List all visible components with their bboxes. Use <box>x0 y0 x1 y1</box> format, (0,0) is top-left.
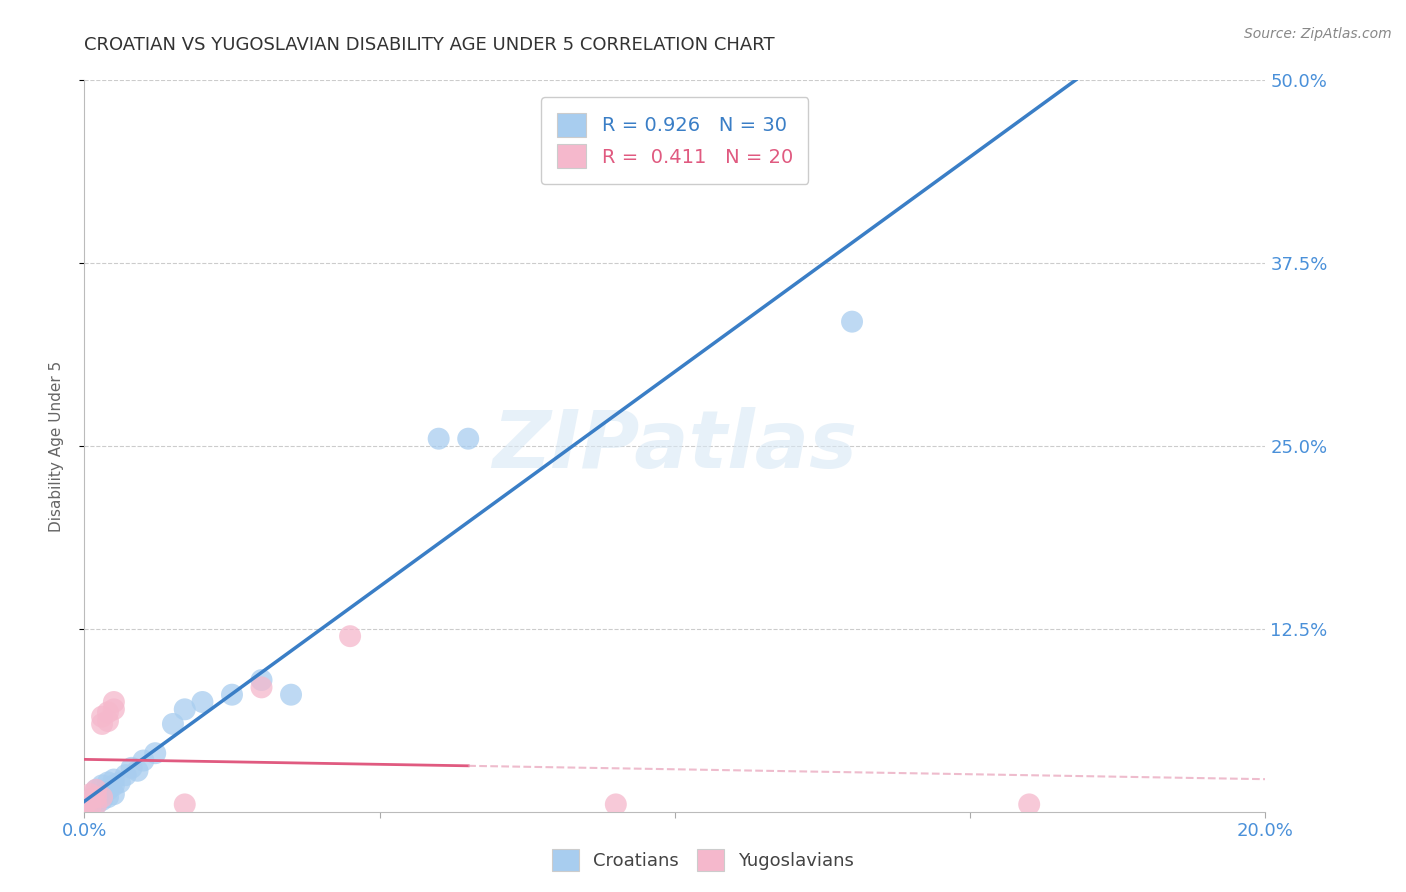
Point <box>114 768 136 782</box>
Point <box>191 695 214 709</box>
Point <box>221 688 243 702</box>
Point <box>127 764 149 778</box>
Point <box>84 797 107 812</box>
Point <box>79 797 101 812</box>
Point <box>457 432 479 446</box>
Point <box>173 702 195 716</box>
Point <box>97 705 120 719</box>
Point <box>841 315 863 329</box>
Legend: R = 0.926   N = 30, R =  0.411   N = 20: R = 0.926 N = 30, R = 0.411 N = 20 <box>541 97 808 184</box>
Point <box>97 790 120 805</box>
Point <box>73 797 96 812</box>
Point <box>79 793 101 807</box>
Point <box>108 775 131 789</box>
Point <box>339 629 361 643</box>
Point <box>103 778 125 792</box>
Text: Source: ZipAtlas.com: Source: ZipAtlas.com <box>1244 27 1392 41</box>
Point <box>132 754 155 768</box>
Point <box>103 787 125 801</box>
Legend: Croatians, Yugoslavians: Croatians, Yugoslavians <box>544 842 862 879</box>
Point <box>1018 797 1040 812</box>
Point <box>103 772 125 787</box>
Point <box>103 695 125 709</box>
Point <box>91 790 114 805</box>
Point <box>73 797 96 812</box>
Y-axis label: Disability Age Under 5: Disability Age Under 5 <box>49 360 63 532</box>
Point <box>250 681 273 695</box>
Point <box>427 432 450 446</box>
Point <box>91 717 114 731</box>
Point <box>91 778 114 792</box>
Point <box>97 782 120 797</box>
Point <box>173 797 195 812</box>
Point <box>84 790 107 805</box>
Point <box>84 782 107 797</box>
Point <box>162 717 184 731</box>
Point <box>91 787 114 801</box>
Point <box>84 782 107 797</box>
Point <box>79 793 101 807</box>
Text: ZIPatlas: ZIPatlas <box>492 407 858 485</box>
Point <box>79 800 101 814</box>
Point <box>250 673 273 687</box>
Point <box>97 775 120 789</box>
Point <box>143 746 166 760</box>
Point <box>605 797 627 812</box>
Point <box>84 790 107 805</box>
Point <box>91 793 114 807</box>
Point <box>84 797 107 812</box>
Point <box>91 709 114 723</box>
Point <box>121 761 143 775</box>
Point <box>73 802 96 816</box>
Text: CROATIAN VS YUGOSLAVIAN DISABILITY AGE UNDER 5 CORRELATION CHART: CROATIAN VS YUGOSLAVIAN DISABILITY AGE U… <box>84 36 775 54</box>
Point <box>280 688 302 702</box>
Point <box>103 702 125 716</box>
Point <box>79 787 101 801</box>
Point <box>97 714 120 728</box>
